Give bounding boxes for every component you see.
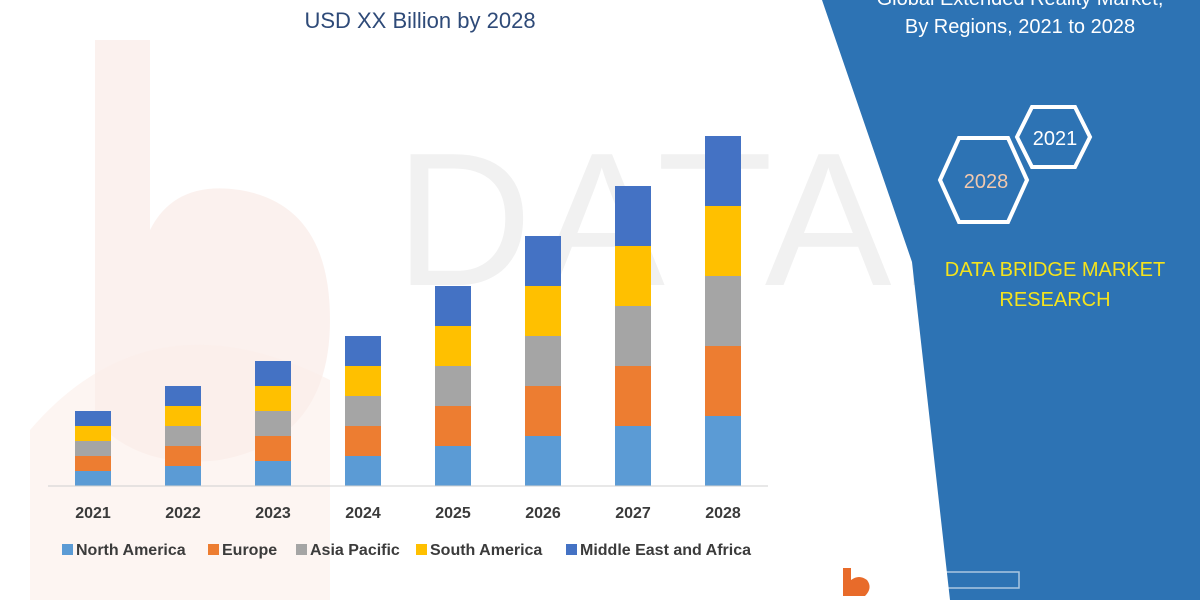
x-tick-label: 2022 (165, 505, 201, 522)
brand-line1: DATA BRIDGE MARKET (944, 259, 1166, 281)
bar-2021-europe (75, 456, 111, 471)
x-tick-label: 2028 (705, 505, 741, 522)
panel-title-line2: By Regions, 2021 to 2028 (904, 16, 1136, 38)
legend-swatch (416, 544, 427, 555)
bar-2021-asia-pacific (75, 441, 111, 456)
bar-2026-middle-east-and-africa (525, 236, 561, 286)
bar-2026-europe (525, 386, 561, 436)
legend-label: Europe (222, 542, 277, 559)
x-tick-labels: 2021 2022 2023 2024 2025 2026 2027 2028 (75, 505, 741, 522)
x-tick-label: 2027 (615, 505, 651, 522)
bar-2023-south-america (255, 386, 291, 411)
hexagon-2028-icon (937, 136, 1030, 224)
legend-swatch (208, 544, 219, 555)
bar-2025-south-america (435, 326, 471, 366)
hex-year-2028: 2028 (964, 171, 1009, 193)
x-tick-label: 2023 (255, 505, 291, 522)
company-logo (843, 568, 1020, 596)
bar-2027-asia-pacific (615, 306, 651, 366)
bar-2025-asia-pacific (435, 366, 471, 406)
bar-2028-south-america (705, 206, 741, 276)
bar-2028-asia-pacific (705, 276, 741, 346)
panel-title-line1: Global Extended Reality Market, (850, 0, 1190, 11)
bar-2028-north-america (705, 416, 741, 486)
bar-2024-europe (345, 426, 381, 456)
hexagon-2021-icon (1014, 105, 1093, 169)
bar-2022-asia-pacific (165, 426, 201, 446)
bar-2025-middle-east-and-africa (435, 286, 471, 326)
legend-swatch (566, 544, 577, 555)
bar-2024-asia-pacific (345, 396, 381, 426)
x-tick-label: 2021 (75, 505, 111, 522)
bar-2021-south-america (75, 426, 111, 441)
bar-2028-europe (705, 346, 741, 416)
x-tick-label: 2026 (525, 505, 561, 522)
bar-2022-europe (165, 446, 201, 466)
bar-2023-middle-east-and-africa (255, 361, 291, 386)
bar-2025-north-america (435, 446, 471, 486)
chart-title: USD XX Billion by 2028 (304, 8, 536, 33)
bar-2022-middle-east-and-africa (165, 386, 201, 406)
brand-name: DATA BRIDGE MARKET RESEARCH (915, 255, 1195, 315)
x-tick-label: 2024 (345, 505, 381, 522)
legend-label: Asia Pacific (310, 542, 400, 559)
legend-swatch (62, 544, 73, 555)
bar-2027-south-america (615, 246, 651, 306)
bar-2027-europe (615, 366, 651, 426)
bar-2021-middle-east-and-africa (75, 411, 111, 426)
bars-group (75, 136, 741, 486)
legend: North America Europe Asia Pacific South Ame… (62, 542, 751, 559)
bar-2027-middle-east-and-africa (615, 186, 651, 246)
bar-2026-asia-pacific (525, 336, 561, 386)
hex-year-2021: 2021 (1033, 128, 1078, 150)
bar-2026-north-america (525, 436, 561, 486)
bar-2027-north-america (615, 426, 651, 486)
bar-2028-middle-east-and-africa (705, 136, 741, 206)
bar-2025-europe (435, 406, 471, 446)
bar-2024-middle-east-and-africa (345, 336, 381, 366)
legend-swatch (296, 544, 307, 555)
brand-line2: RESEARCH (999, 289, 1111, 311)
bar-2024-south-america (345, 366, 381, 396)
bar-2026-south-america (525, 286, 561, 336)
x-tick-label: 2025 (435, 505, 471, 522)
bar-2021-north-america (75, 471, 111, 486)
bar-2023-europe (255, 436, 291, 461)
bar-2022-north-america (165, 466, 201, 486)
legend-label: North America (76, 542, 186, 559)
bar-2024-north-america (345, 456, 381, 486)
bar-2023-north-america (255, 461, 291, 486)
bar-2023-asia-pacific (255, 411, 291, 436)
bar-2022-south-america (165, 406, 201, 426)
stacked-bar-chart: 2021 2022 2023 2024 2025 2026 2027 2028 North A… (48, 136, 768, 559)
legend-label: Middle East and Africa (580, 542, 751, 559)
legend-label: South America (430, 542, 542, 559)
